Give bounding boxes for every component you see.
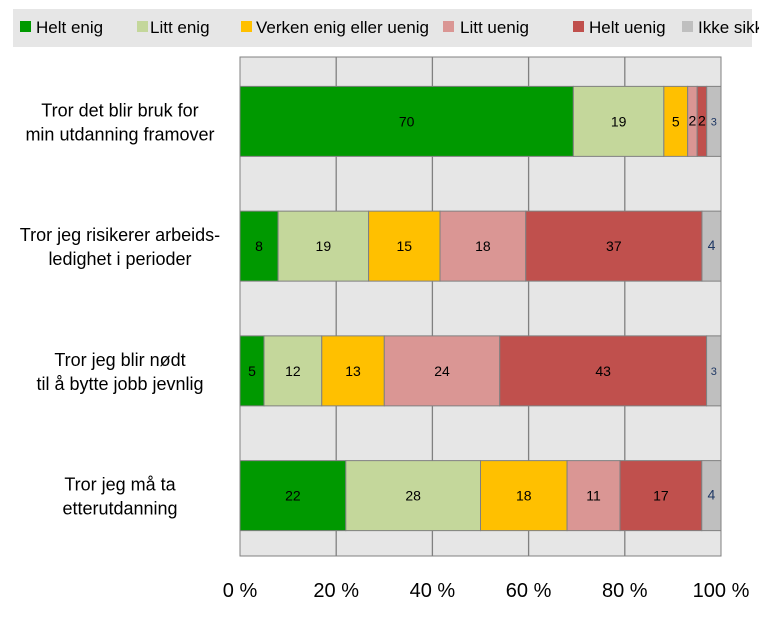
data-label: 3 [711, 366, 717, 378]
legend-swatch [20, 21, 31, 32]
data-label: 22 [285, 488, 301, 504]
category-label: ledighet i perioder [48, 249, 191, 269]
data-label: 17 [653, 488, 669, 504]
data-label: 18 [475, 238, 491, 254]
category-label: Tror jeg blir nødt [54, 350, 185, 370]
legend-swatch [137, 21, 148, 32]
bar-segment [706, 85, 722, 157]
bar-segment [572, 85, 665, 157]
data-label: 2 [689, 112, 697, 128]
bar-segment [383, 335, 501, 407]
data-label: 3 [711, 116, 717, 128]
bar-segment [239, 85, 574, 157]
legend-box [13, 9, 752, 47]
legend-swatch [241, 21, 252, 32]
data-label: 70 [399, 113, 415, 129]
legend-label: Litt enig [150, 18, 210, 37]
data-label: 28 [405, 488, 421, 504]
bars: 70 19 5 2 2 38 19 15 18 37 45 12 13 24 43 322 28 18 11 17 4 [239, 85, 722, 532]
x-tick-label: 40 % [410, 580, 456, 602]
bar-segment [321, 335, 385, 407]
category-label: Tror det blir bruk for [41, 100, 198, 120]
bar-segment [480, 460, 568, 532]
bar-segment [525, 210, 703, 282]
data-label: 19 [316, 238, 332, 254]
data-label: 4 [708, 237, 716, 253]
x-tick-label: 80 % [602, 580, 648, 602]
legend-label: Helt enig [36, 18, 103, 37]
legend-swatch [682, 21, 693, 32]
category-label: Tror jeg risikerer arbeids- [20, 225, 220, 245]
data-label: 8 [255, 238, 263, 254]
x-tick-label: 60 % [506, 580, 552, 602]
data-label: 13 [345, 363, 361, 379]
bar-segment [277, 210, 370, 282]
data-label: 19 [611, 113, 627, 129]
data-label: 12 [285, 363, 301, 379]
category-label: etterutdanning [62, 499, 177, 519]
data-label: 5 [248, 363, 256, 379]
data-label: 11 [586, 488, 601, 504]
legend-label: Verken enig eller uenig [256, 18, 429, 37]
legend-swatch [443, 21, 454, 32]
data-label: 24 [434, 363, 450, 379]
bar-segment [706, 335, 722, 407]
bar-segment [619, 460, 703, 532]
category-label: til å bytte jobb jevnlig [36, 374, 203, 394]
data-label: 2 [698, 112, 706, 128]
x-tick-label: 100 % [693, 580, 750, 602]
data-label: 15 [397, 238, 413, 254]
data-label: 37 [606, 238, 622, 254]
bar-segment [701, 460, 722, 532]
data-label: 5 [672, 113, 680, 129]
data-label: 18 [516, 488, 532, 504]
category-label: min utdanning framover [25, 124, 214, 144]
bar-segment [701, 210, 722, 282]
bar-segment [239, 335, 265, 407]
category-labels: Tror det blir bruk for min utdanning fram… [20, 100, 220, 518]
legend: Helt enig Litt enig Verken enig eller ueni… [20, 18, 759, 37]
legend-label: Litt uenig [460, 18, 529, 37]
legend-label: Helt uenig [589, 18, 666, 37]
x-tick-label: 20 % [313, 580, 359, 602]
data-label: 4 [707, 487, 715, 503]
bar-segment [263, 335, 323, 407]
x-tick-labels: 0 % 20 % 40 % 60 % 80 % 100 % [223, 580, 750, 602]
x-tick-label: 0 % [223, 580, 258, 602]
legend-label: Ikke sikker [698, 18, 759, 37]
legend-swatch [573, 21, 584, 32]
data-label: 43 [595, 363, 611, 379]
bar-segment [499, 335, 708, 407]
bar-segment [239, 460, 347, 532]
bar-segment [439, 210, 527, 282]
category-label: Tror jeg må ta [64, 475, 176, 495]
